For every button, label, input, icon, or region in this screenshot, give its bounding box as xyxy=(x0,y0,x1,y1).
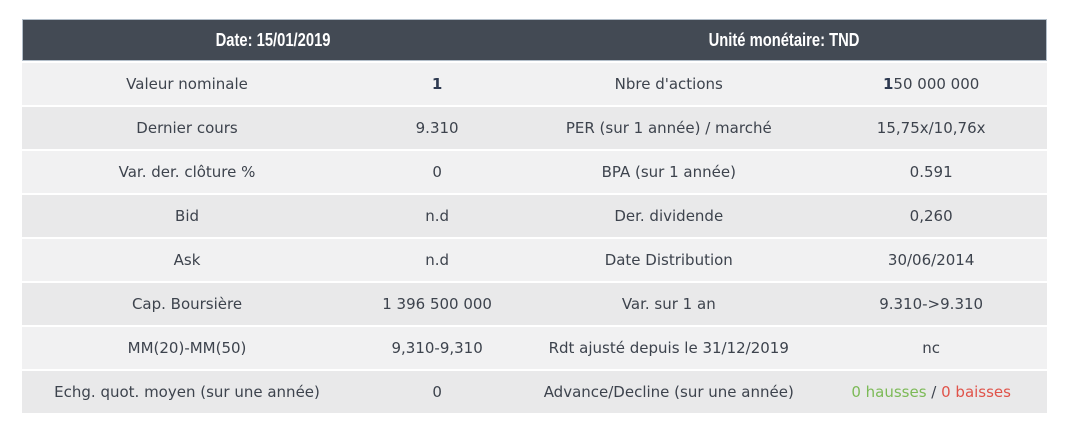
advance-decline-label: Advance/Decline (sur une année) xyxy=(543,383,794,401)
header-date: Date: 15/01/2019 xyxy=(23,30,522,51)
header-currency-text: Unité monétaire: TND xyxy=(708,29,860,50)
nbre-actions-label: Nbre d'actions xyxy=(614,75,723,93)
row-cap-boursiere: Cap. Boursière 1 396 500 000 Var. sur 1 … xyxy=(22,283,1047,325)
advance-decline-value: 0 hausses / 0 baisses xyxy=(815,383,1047,401)
valeur-nominale-label: Valeur nominale xyxy=(126,75,248,93)
advance-decline-separator: / xyxy=(926,383,942,401)
bpa-value: 0.591 xyxy=(909,163,953,181)
cap-boursiere-value: 1 396 500 000 xyxy=(382,295,492,313)
row-mm20-mm50: MM(20)-MM(50) 9,310-9,310 Rdt ajusté dep… xyxy=(22,327,1047,369)
echg-quot-moyen-label: Echg. quot. moyen (sur une année) xyxy=(54,383,320,401)
row-var-der-cloture: Var. der. clôture % 0 BPA (sur 1 année) … xyxy=(22,151,1047,193)
valeur-nominale-value-bold: 1 xyxy=(431,75,443,93)
cap-boursiere-label: Cap. Boursière xyxy=(131,295,243,313)
var-sur-1-an-label: Var. sur 1 an xyxy=(621,295,716,313)
mm20-mm50-value: 9,310-9,310 xyxy=(391,339,483,357)
row-dernier-cours: Dernier cours 9.310 PER (sur 1 année) / … xyxy=(22,107,1047,149)
row-bid: Bid n.d Der. dividende 0,260 xyxy=(22,195,1047,237)
row-ask: Ask n.d Date Distribution 30/06/2014 xyxy=(22,239,1047,281)
stock-summary-table: Date: 15/01/2019 Unité monétaire: TND Va… xyxy=(22,19,1047,413)
var-der-cloture-value: 0 xyxy=(432,163,442,181)
rdt-ajuste-label: Rdt ajusté depuis le 31/12/2019 xyxy=(548,339,789,357)
ask-label: Ask xyxy=(173,251,201,269)
per-marche-label: PER (sur 1 année) / marché xyxy=(565,119,772,137)
date-distribution-label: Date Distribution xyxy=(604,251,733,269)
der-dividende-label: Der. dividende xyxy=(614,207,724,225)
nbre-actions-value-rest: 50 000 000 xyxy=(893,75,980,93)
bpa-label: BPA (sur 1 année) xyxy=(601,163,736,181)
nbre-actions-value: 150 000 000 xyxy=(815,75,1047,93)
row-echg-quot-moyen: Echg. quot. moyen (sur une année) 0 Adva… xyxy=(22,371,1047,413)
nbre-actions-value-bold: 1 xyxy=(882,75,894,93)
der-dividende-value: 0,260 xyxy=(909,207,953,225)
mm20-mm50-label: MM(20)-MM(50) xyxy=(127,339,247,357)
header-date-text: Date: 15/01/2019 xyxy=(215,29,331,50)
echg-quot-moyen-value: 0 xyxy=(432,383,442,401)
var-sur-1-an-value: 9.310->9.310 xyxy=(879,295,984,313)
header-currency: Unité monétaire: TND xyxy=(522,30,1046,51)
rdt-ajuste-value: nc xyxy=(922,339,941,357)
per-marche-value: 15,75x/10,76x xyxy=(876,119,986,137)
dernier-cours-label: Dernier cours xyxy=(136,119,238,137)
valeur-nominale-value: 1 xyxy=(352,75,522,93)
ask-value: n.d xyxy=(425,251,450,269)
bid-label: Bid xyxy=(175,207,200,225)
var-der-cloture-label: Var. der. clôture % xyxy=(118,163,256,181)
hausses-count: 0 hausses xyxy=(851,383,927,401)
bid-value: n.d xyxy=(425,207,450,225)
table-header: Date: 15/01/2019 Unité monétaire: TND xyxy=(22,19,1047,61)
date-distribution-value: 30/06/2014 xyxy=(887,251,975,269)
row-valeur-nominale: Valeur nominale 1 Nbre d'actions 150 000… xyxy=(22,63,1047,105)
dernier-cours-value: 9.310 xyxy=(415,119,459,137)
baisses-count: 0 baisses xyxy=(941,383,1011,401)
